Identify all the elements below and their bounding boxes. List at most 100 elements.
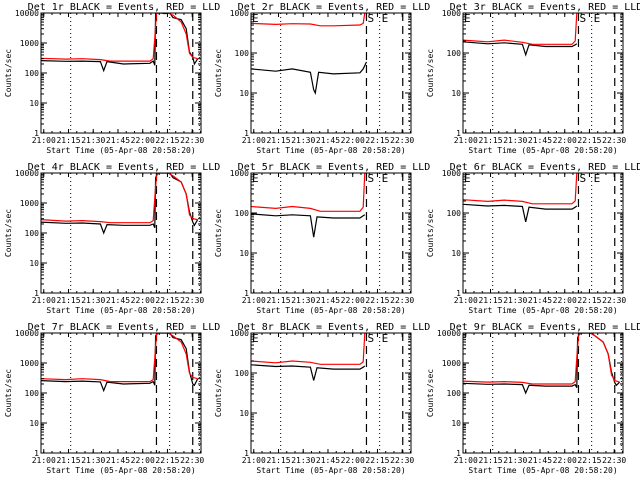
series-line-events [41, 173, 199, 235]
x-axis-label: Start Time (05-Apr-08 20:58:20) [256, 466, 405, 475]
x-axis-label: Start Time (05-Apr-08 20:58:20) [468, 306, 617, 315]
x-tick-label: 21:00 [242, 136, 266, 145]
chart-title: Det 6r BLACK = Events, RED = LLD [450, 162, 640, 173]
x-tick-label: 21:00 [454, 456, 478, 465]
series-line-events [251, 61, 368, 95]
y-tick-label: 100 [447, 209, 462, 218]
plot-frame [462, 172, 624, 294]
y-tick-label: 1000 [442, 169, 461, 178]
x-tick-label: 21:00 [32, 296, 56, 305]
marker-label-e: E [382, 12, 389, 25]
x-tick-label: 21:00 [32, 136, 56, 145]
y-tick-label: 1000 [20, 199, 39, 208]
x-tick-label: 21:15 [266, 296, 290, 305]
x-tick-label: 22:30 [180, 456, 204, 465]
x-tick-label: 22:00 [341, 296, 365, 305]
x-axis-label: Start Time (05-Apr-08 20:58:20) [468, 466, 617, 475]
y-tick-label: 1 [34, 449, 39, 458]
series-line-lld [463, 13, 578, 45]
y-tick-label: 10 [239, 249, 249, 258]
y-axis-label: Counts/sec [214, 369, 223, 417]
chart-title: Det 1r BLACK = Events, RED = LLD [28, 2, 221, 13]
series-line-events [251, 213, 366, 238]
x-tick-label: 22:30 [180, 296, 204, 305]
y-axis-label: Counts/sec [4, 209, 13, 257]
y-tick-label: 1000 [442, 359, 461, 368]
chart-title: Det 7r BLACK = Events, RED = LLD [28, 322, 221, 333]
x-tick-label: 22:15 [577, 296, 601, 305]
y-tick-label: 10 [451, 419, 461, 428]
series-line-lld [463, 173, 578, 205]
y-tick-label: 10 [29, 99, 39, 108]
marker-label-e: E [252, 332, 259, 345]
x-tick-label: 22:00 [131, 296, 155, 305]
y-tick-label: 1000 [230, 329, 249, 338]
plot-area [251, 13, 410, 133]
x-tick-label: 22:15 [155, 456, 179, 465]
y-tick-label: 10 [239, 409, 249, 418]
marker-label-e: E [382, 332, 389, 345]
plot-frame [40, 332, 202, 454]
x-tick-label: 21:30 [291, 296, 315, 305]
series-line-lld [251, 13, 366, 27]
y-tick-label: 1 [456, 449, 461, 458]
x-tick-label: 21:15 [478, 456, 502, 465]
marker-label-s: S [579, 172, 586, 185]
x-tick-label: 21:45 [106, 456, 130, 465]
x-tick-label: 21:00 [454, 296, 478, 305]
x-tick-label: 21:45 [316, 296, 340, 305]
marker-label-e: E [594, 172, 601, 185]
x-tick-label: 22:00 [553, 296, 577, 305]
plot-frame [250, 332, 412, 454]
x-tick-label: 21:45 [528, 456, 552, 465]
chart-panel-7: Det 7r BLACK = Events, RED = LLD 1 10 100 10… [4, 322, 220, 475]
x-tick-label: 21:00 [32, 456, 56, 465]
y-tick-label: 100 [235, 369, 250, 378]
x-tick-label: 22:15 [155, 296, 179, 305]
marker-label-s: S [367, 332, 374, 345]
plot-frame [40, 172, 202, 294]
plot-frame [250, 172, 412, 294]
y-tick-label: 100 [235, 209, 250, 218]
x-tick-label: 22:15 [365, 296, 389, 305]
plot-area [41, 333, 200, 453]
x-tick-label: 22:30 [602, 296, 626, 305]
plot-frame [462, 332, 624, 454]
marker-label-e: E [252, 172, 259, 185]
y-tick-label: 1000 [20, 39, 39, 48]
x-tick-label: 21:00 [242, 456, 266, 465]
marker-label-s: S [367, 172, 374, 185]
y-tick-label: 10 [451, 249, 461, 258]
x-tick-label: 21:15 [266, 136, 290, 145]
x-tick-label: 21:30 [503, 456, 527, 465]
y-tick-label: 1 [456, 289, 461, 298]
plot-area [463, 333, 622, 453]
x-tick-label: 22:00 [553, 136, 577, 145]
x-tick-label: 22:30 [180, 136, 204, 145]
y-tick-label: 100 [447, 389, 462, 398]
chart-title: Det 4r BLACK = Events, RED = LLD [28, 162, 221, 173]
y-tick-label: 1000 [442, 9, 461, 18]
y-axis-label: Counts/sec [4, 49, 13, 97]
x-tick-label: 22:30 [390, 136, 414, 145]
x-tick-label: 21:15 [478, 136, 502, 145]
y-tick-label: 100 [25, 389, 40, 398]
x-tick-label: 21:00 [454, 136, 478, 145]
y-axis-label: Counts/sec [214, 209, 223, 257]
y-tick-label: 1000 [230, 9, 249, 18]
x-tick-label: 21:45 [316, 136, 340, 145]
y-tick-label: 10 [29, 419, 39, 428]
y-tick-label: 10000 [437, 329, 461, 338]
x-tick-label: 21:30 [291, 456, 315, 465]
y-axis-label: Counts/sec [426, 209, 435, 257]
series-line-events [463, 203, 578, 223]
y-tick-label: 10000 [15, 169, 39, 178]
x-tick-label: 22:15 [577, 136, 601, 145]
x-axis-label: Start Time (05-Apr-08 20:58:20) [468, 146, 617, 155]
y-tick-label: 1 [244, 449, 249, 458]
plot-area [251, 333, 410, 453]
plot-area [463, 13, 622, 133]
chart-title: Det 8r BLACK = Events, RED = LLD [238, 322, 431, 333]
y-tick-label: 1 [34, 289, 39, 298]
